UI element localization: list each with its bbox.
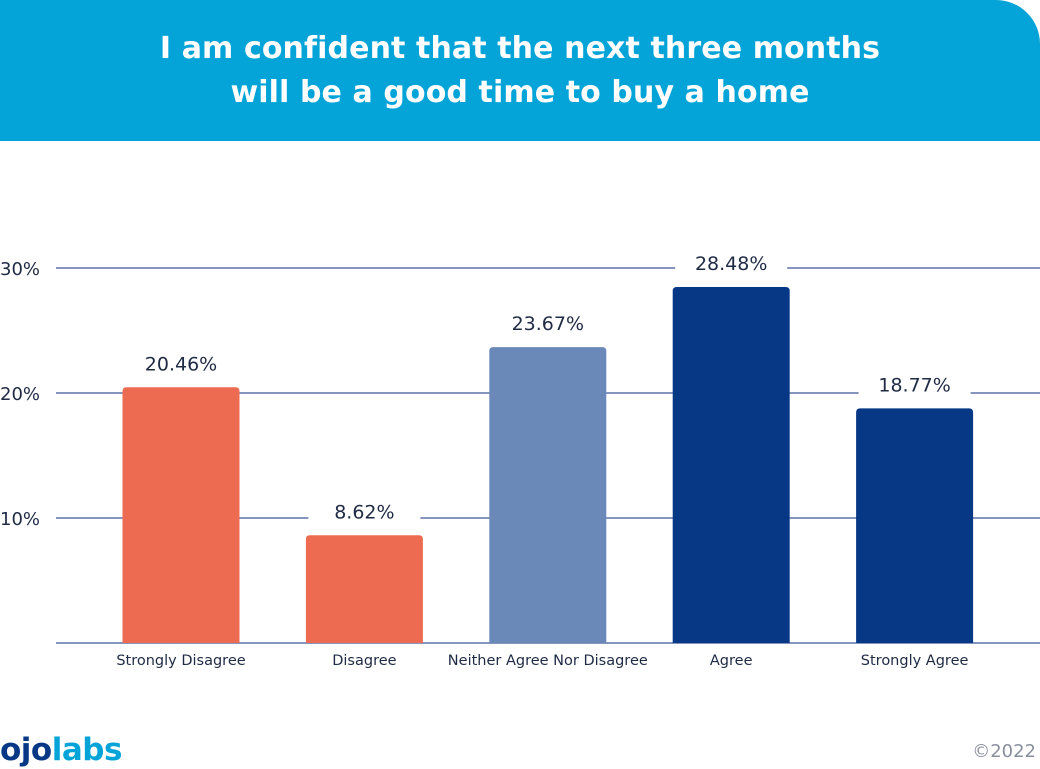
value-label: 23.67% (512, 313, 584, 335)
value-label-background (125, 351, 237, 378)
y-tick-label: 10% (0, 509, 40, 530)
title-banner: I am confident that the next three month… (0, 0, 1040, 141)
value-label-background (858, 372, 971, 399)
bar-strongly-agree (856, 408, 974, 643)
category-label: Strongly Agree (861, 653, 969, 669)
bar-disagree (305, 535, 423, 643)
value-label: 28.48% (695, 253, 767, 275)
value-label-background (675, 251, 788, 277)
logo-labs-text: labs (51, 732, 123, 768)
chart-title-line-1: I am confident that the next three month… (159, 30, 881, 66)
bar-strongly-disagree (122, 387, 240, 643)
copyright-notice: ©2022 (972, 741, 1036, 762)
chart-title-line-2: will be a good time to buy a home (230, 74, 810, 110)
value-label-background (491, 311, 604, 338)
category-label: Strongly Disagree (116, 653, 245, 669)
category-label: Neither Agree Nor Disagree (448, 653, 648, 669)
value-label: 20.46% (145, 353, 217, 375)
bar-neither-agree-nor-disagree (489, 347, 607, 643)
value-label-background (308, 499, 421, 526)
bar-agree (672, 287, 790, 643)
logo-ojo-text: ojo (0, 732, 52, 768)
category-label: Disagree (332, 653, 396, 669)
ojolabs-logo: ojolabs (0, 730, 122, 769)
value-label: 8.62% (334, 501, 394, 523)
y-tick-label: 20% (0, 384, 40, 405)
category-label: Agree (710, 653, 753, 669)
y-tick-label: 30% (0, 259, 40, 280)
value-label: 18.77% (878, 374, 950, 396)
